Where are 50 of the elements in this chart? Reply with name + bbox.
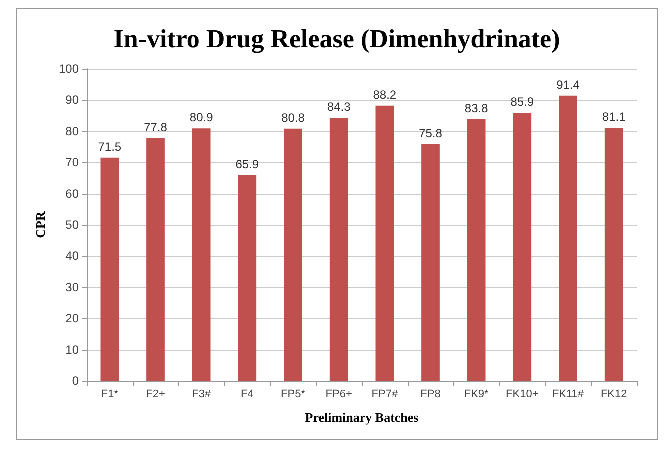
x-tick-label: FP6+ <box>326 388 352 400</box>
bar <box>100 158 120 381</box>
bar <box>238 175 257 381</box>
x-axis-title: Preliminary Batches <box>305 410 419 425</box>
data-label: 80.9 <box>190 110 214 125</box>
data-label: 81.1 <box>602 110 626 124</box>
x-tick-label: F1* <box>101 388 120 400</box>
y-tick-label: 0 <box>72 374 80 388</box>
x-tick-label: FK11# <box>552 388 585 400</box>
y-tick-label: 50 <box>66 218 80 232</box>
y-tick-label: 40 <box>66 249 80 264</box>
data-label: 71.5 <box>98 140 122 154</box>
bar <box>146 138 165 381</box>
data-label: 91.4 <box>556 78 580 92</box>
bar <box>330 118 348 381</box>
y-axis-title: CPR <box>33 211 48 238</box>
x-tick-label: F4 <box>240 388 254 400</box>
bar <box>604 128 624 381</box>
data-label: 77.8 <box>144 120 168 134</box>
x-tick-label: F3# <box>192 388 212 400</box>
y-tick-label: 60 <box>66 186 80 201</box>
chart-title: In-vitro Drug Release (Dimenhydrinate) <box>114 24 560 54</box>
y-tick-label: 30 <box>66 280 80 294</box>
x-tick-label: FK9* <box>464 388 490 400</box>
y-tick-label: 80 <box>66 124 80 138</box>
y-tick-label: 90 <box>66 93 80 108</box>
data-label: 84.3 <box>327 100 352 114</box>
x-tick-label: F2+ <box>146 388 166 400</box>
x-tick-label: FP7# <box>372 388 399 400</box>
y-tick-label: 100 <box>58 62 80 76</box>
data-label: 75.8 <box>419 126 443 141</box>
x-tick-label: FK10+ <box>506 388 539 400</box>
data-label: 85.9 <box>510 94 534 109</box>
x-tick-label: FK12 <box>600 388 628 400</box>
data-label: 83.8 <box>464 102 489 116</box>
bar <box>422 144 440 381</box>
bar <box>192 128 211 381</box>
y-tick-label: 10 <box>66 342 80 357</box>
y-tick-label: 20 <box>66 312 80 326</box>
x-tick-label: FP5* <box>281 388 306 400</box>
data-label: 80.8 <box>282 110 306 125</box>
bar <box>513 112 532 381</box>
x-tick-label: FP8 <box>420 388 441 400</box>
data-label: 88.2 <box>373 88 397 102</box>
bar <box>376 106 394 381</box>
y-tick-label: 70 <box>66 156 80 170</box>
bar <box>559 96 578 381</box>
bar <box>284 128 302 381</box>
bar <box>467 120 486 381</box>
data-label: 65.9 <box>236 157 260 172</box>
